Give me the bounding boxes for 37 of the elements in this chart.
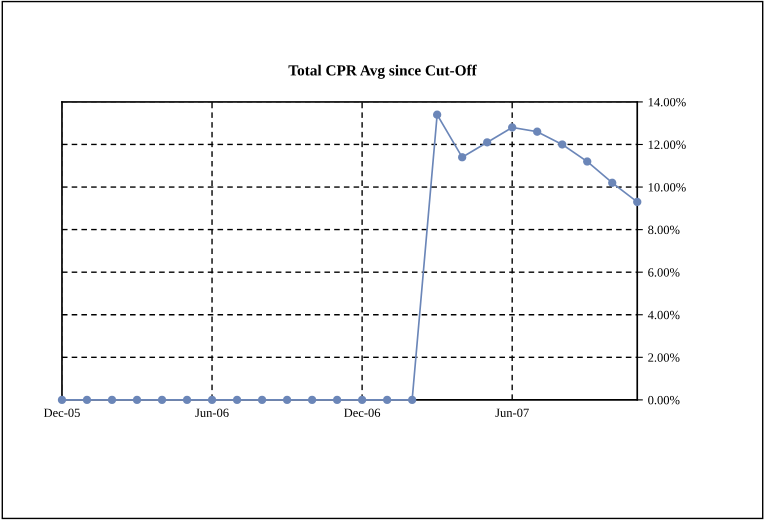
point bbox=[208, 396, 216, 404]
point bbox=[408, 396, 416, 404]
point bbox=[633, 198, 642, 206]
point bbox=[583, 157, 592, 166]
y-tick-label: 2.00% bbox=[648, 353, 680, 362]
point bbox=[332, 396, 342, 404]
point bbox=[558, 140, 566, 149]
y-tick-label: 4.00% bbox=[648, 310, 680, 320]
y-tick-label: 0.00% bbox=[648, 396, 680, 404]
point bbox=[308, 396, 316, 404]
x-tick-label: Dec-05 bbox=[44, 408, 80, 418]
y-tick-label: 10.00% bbox=[648, 183, 686, 192]
point bbox=[182, 396, 192, 404]
point bbox=[132, 396, 142, 404]
point bbox=[58, 396, 66, 404]
point bbox=[358, 396, 366, 404]
point bbox=[382, 396, 392, 404]
y-tick-label: 8.00% bbox=[648, 226, 680, 234]
point bbox=[458, 153, 466, 162]
point bbox=[108, 396, 116, 404]
y-tick-label: 12.00% bbox=[648, 140, 686, 149]
x-tick-label: Dec-06 bbox=[344, 408, 380, 418]
point bbox=[232, 396, 242, 404]
point bbox=[432, 110, 442, 119]
point bbox=[483, 138, 492, 147]
point bbox=[82, 396, 92, 404]
point bbox=[282, 396, 292, 404]
x-tick-label: Jun-07 bbox=[495, 408, 529, 418]
point bbox=[533, 128, 542, 136]
y-tick-label: 6.00% bbox=[648, 268, 680, 277]
chart-title: Total CPR Avg since Cut-Off bbox=[288, 64, 477, 79]
y-tick-label: 14.00% bbox=[648, 98, 686, 106]
point bbox=[158, 396, 166, 404]
x-tick-label: Jun-06 bbox=[195, 408, 229, 418]
point bbox=[258, 396, 266, 404]
point bbox=[508, 123, 516, 132]
point bbox=[608, 178, 616, 187]
